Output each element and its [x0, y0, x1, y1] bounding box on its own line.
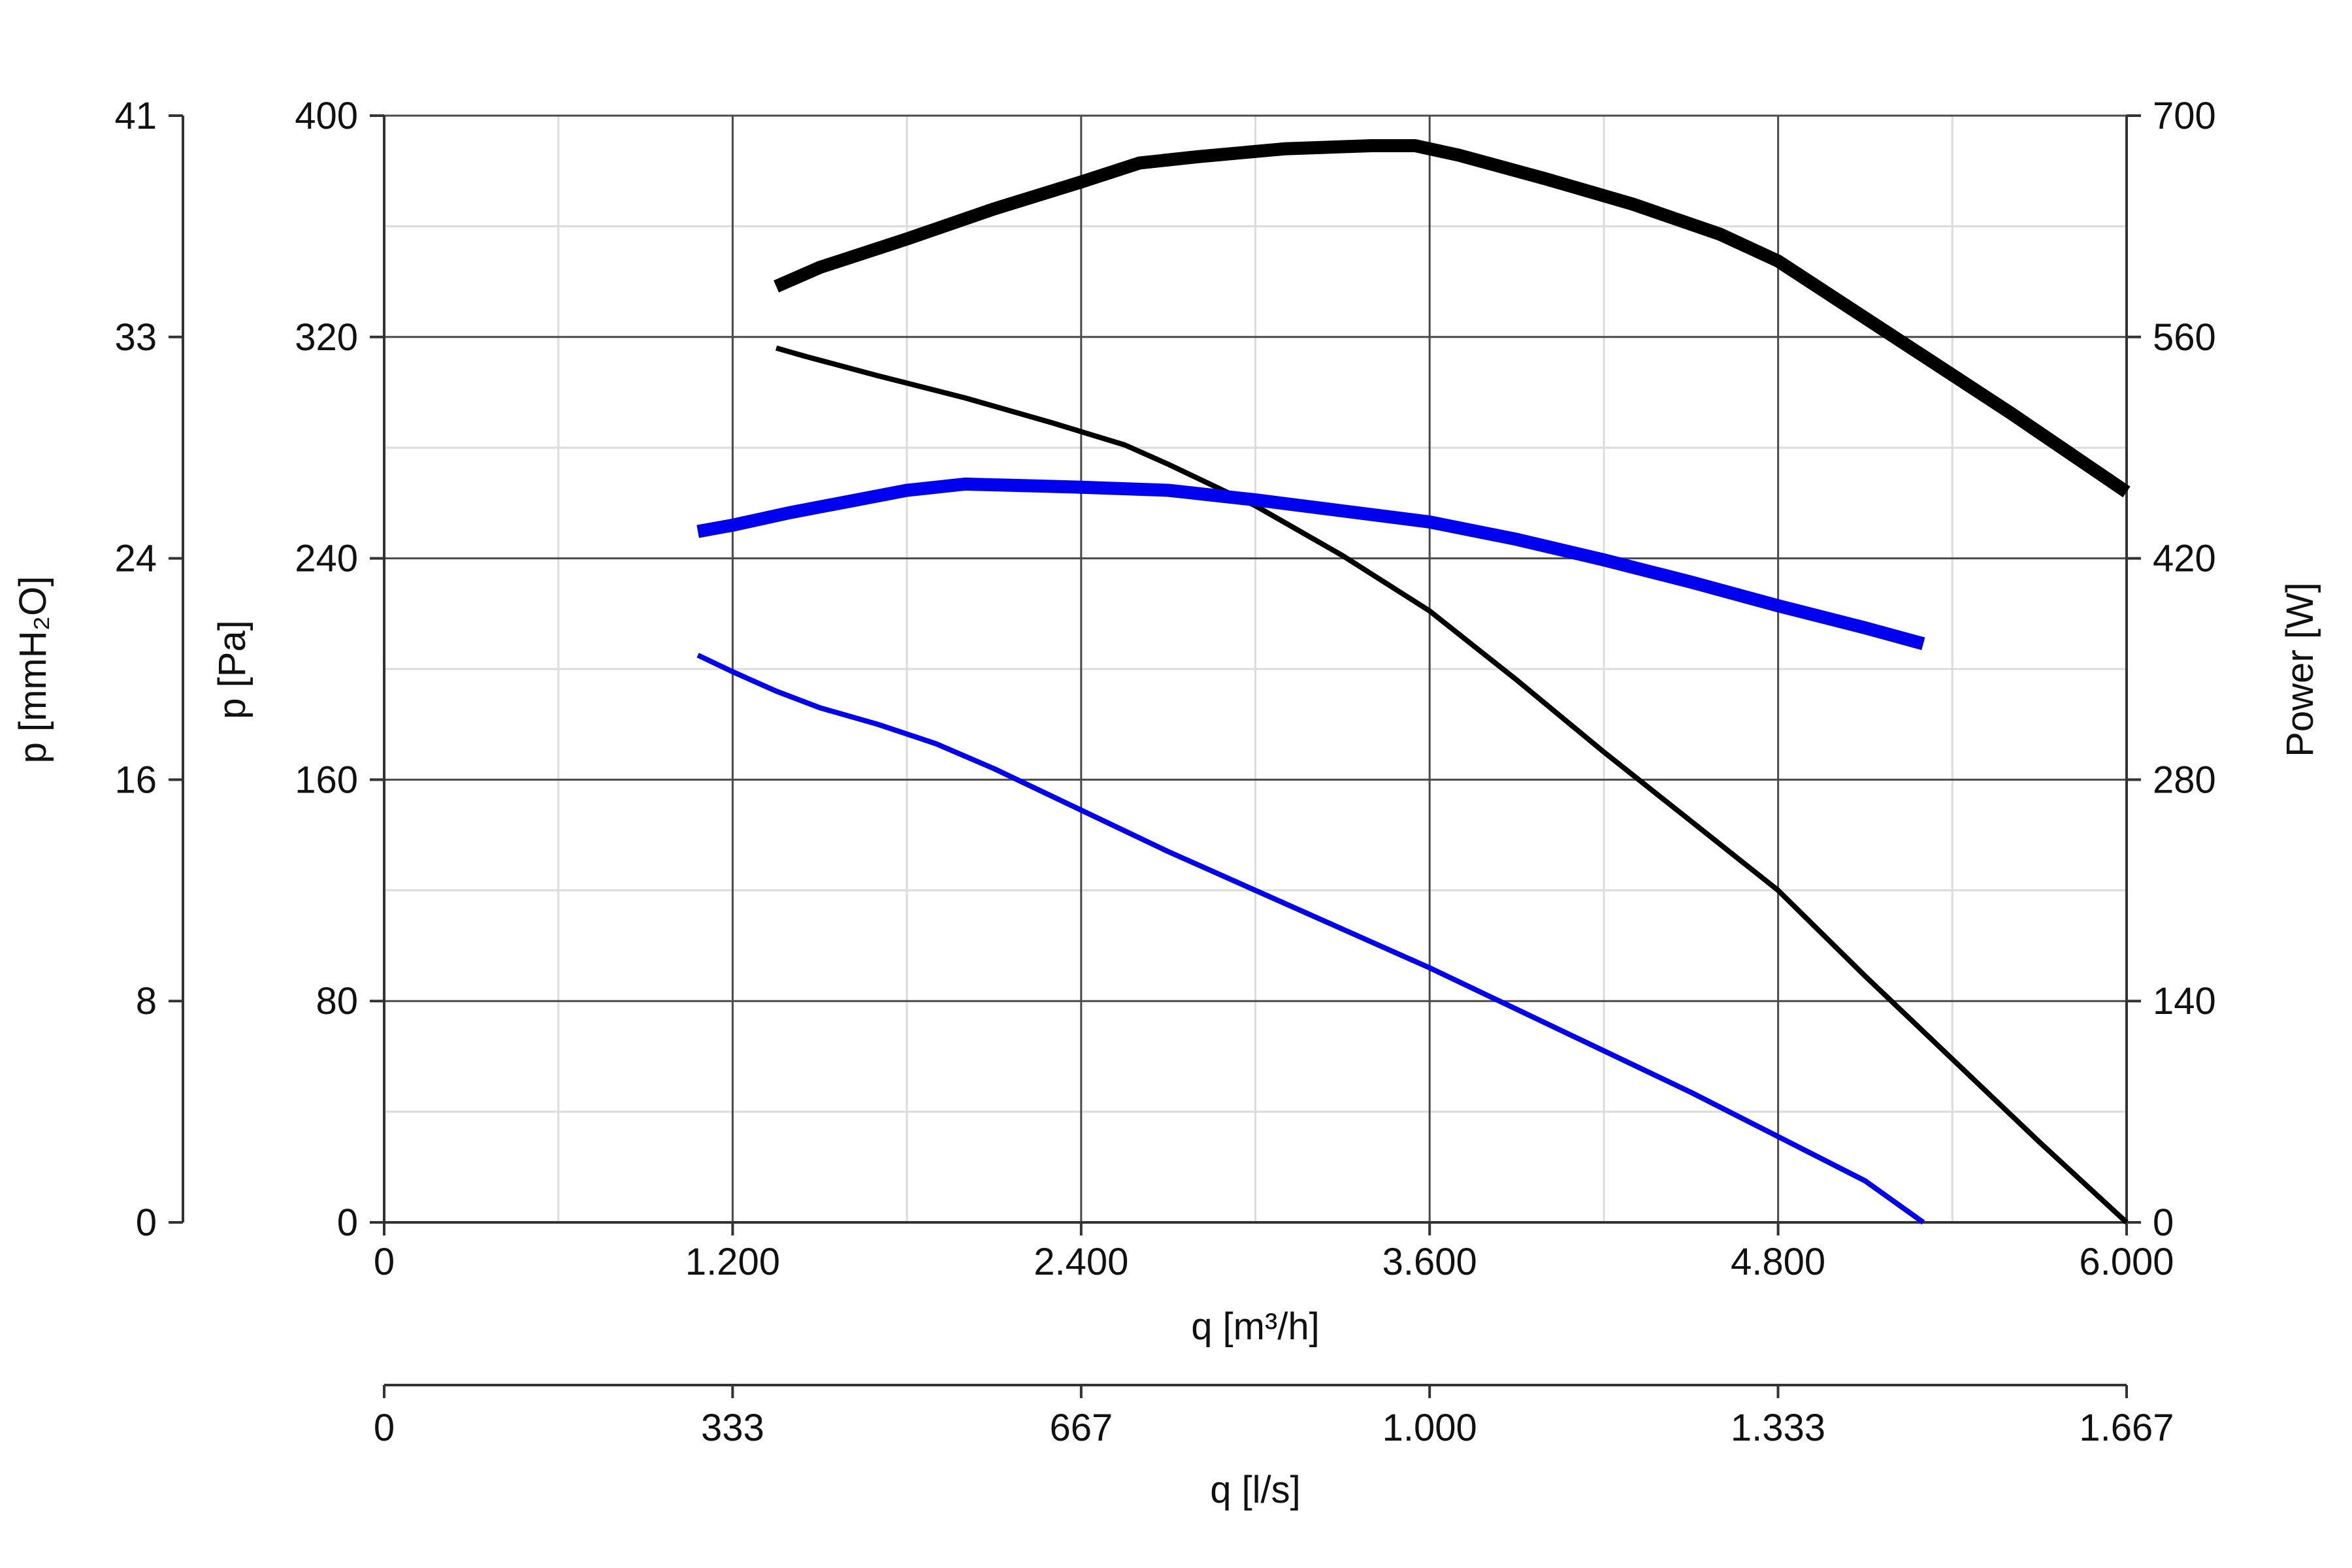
x-tick-label: 4.800 [1731, 1241, 1825, 1283]
x-tick-label: 1.200 [685, 1241, 780, 1283]
minor-grid [384, 116, 2127, 1222]
mmh2o-tick-label: 33 [114, 316, 157, 359]
pressure-curve-black [775, 345, 2129, 1224]
mmh2o-tick-label: 41 [114, 95, 157, 137]
x-axis-title-ls: q [l/s] [1210, 1469, 1301, 1511]
y-tick-label: 400 [295, 95, 358, 137]
x-tick-label: 3.600 [1382, 1241, 1477, 1283]
x-axis-title-m3h: q [m³/h] [1191, 1305, 1320, 1348]
mmh2o-tick-label: 16 [114, 759, 157, 801]
mmh2o-tick-label: 24 [114, 538, 157, 580]
y-axis-title-pa: p [Pa] [211, 620, 253, 719]
ls-tick-label: 667 [1049, 1407, 1113, 1449]
power-tick-label: 280 [2153, 759, 2216, 801]
x-tick-label: 2.400 [1034, 1241, 1128, 1283]
ls-tick-label: 1.000 [1382, 1407, 1477, 1449]
power-tick-label: 140 [2153, 980, 2216, 1022]
mmh2o-tick-label: 8 [136, 980, 157, 1022]
series-lines [696, 139, 2131, 1225]
x-tick-label: 0 [374, 1241, 395, 1283]
power-tick-label: 420 [2153, 538, 2216, 580]
ls-tick-label: 1.667 [2079, 1407, 2174, 1449]
y-tick-label: 320 [295, 316, 358, 359]
power-curve-black [774, 139, 2131, 498]
y-tick-label: 80 [316, 980, 358, 1022]
y-tick-label: 160 [295, 759, 358, 801]
axes [169, 114, 2141, 1398]
y-axis-title-mmh2o: p [mmH₂O] [12, 576, 54, 764]
power-tick-label: 560 [2153, 316, 2216, 359]
mmh2o-tick-label: 0 [136, 1201, 157, 1244]
power-curve-blue [696, 477, 1925, 650]
ls-tick-label: 1.333 [1731, 1407, 1825, 1449]
power-tick-label: 0 [2153, 1201, 2174, 1244]
y-tick-label: 0 [337, 1201, 358, 1244]
power-tick-label: 700 [2153, 95, 2216, 137]
x-tick-label: 6.000 [2079, 1241, 2174, 1283]
y-axis-title-power: Power [W] [2279, 582, 2321, 757]
ls-tick-label: 333 [701, 1407, 764, 1449]
pressure-curve-blue [696, 653, 1925, 1225]
y-tick-label: 240 [295, 538, 358, 580]
ls-tick-label: 0 [374, 1407, 395, 1449]
